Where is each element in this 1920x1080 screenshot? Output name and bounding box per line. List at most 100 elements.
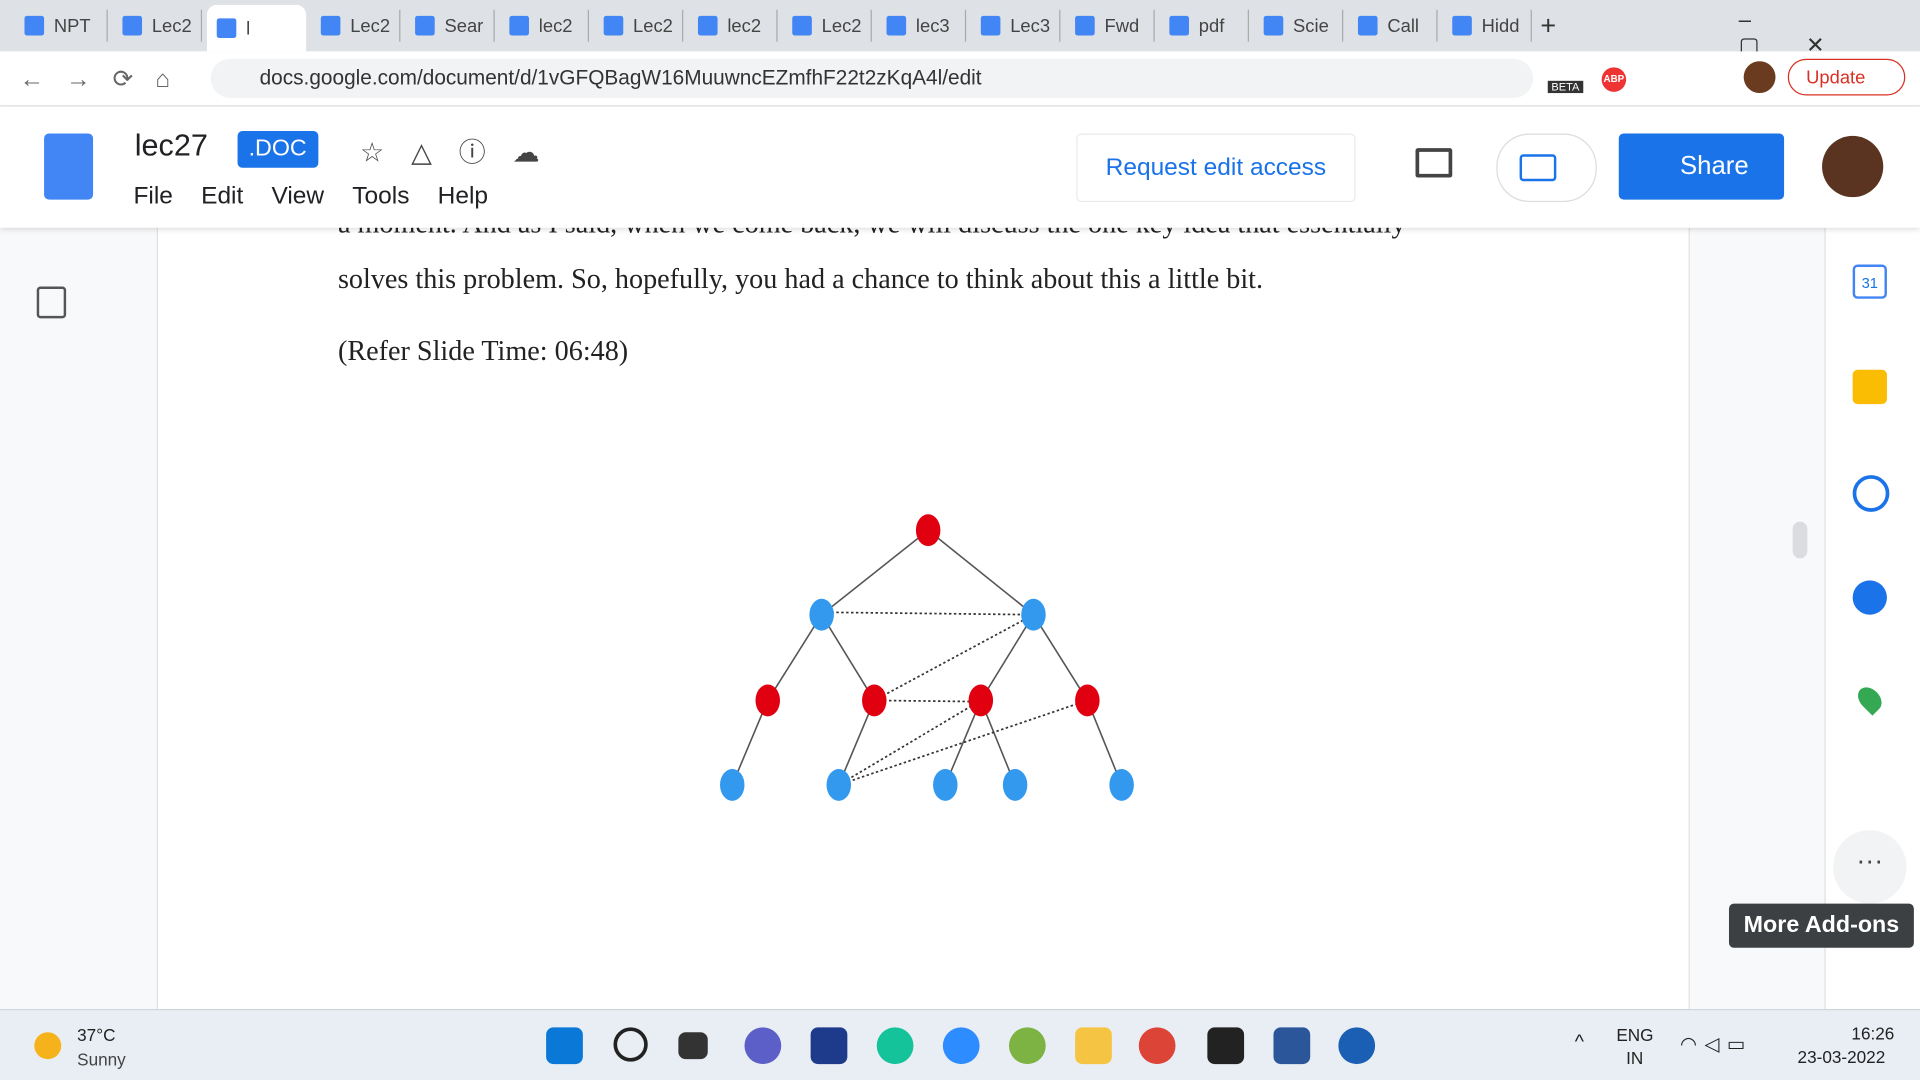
slide-reference: (Refer Slide Time: 06:48) xyxy=(337,335,629,367)
sticky-notes-icon[interactable] xyxy=(1207,1027,1245,1065)
tab-icon xyxy=(1075,15,1095,36)
tab-icon xyxy=(415,15,435,36)
menu-item[interactable]: Tools xyxy=(352,182,410,210)
tab[interactable]: lec2 xyxy=(688,9,778,42)
tab-icon xyxy=(320,15,341,36)
app-icon[interactable] xyxy=(1008,1027,1046,1065)
tab-title: Call xyxy=(1387,15,1419,37)
teams-icon[interactable] xyxy=(744,1027,782,1065)
start-button[interactable] xyxy=(546,1027,583,1065)
grammarly-icon[interactable] xyxy=(876,1027,914,1065)
tab-icon xyxy=(122,15,143,36)
explorer-icon[interactable] xyxy=(1075,1027,1112,1065)
tasks-icon[interactable] xyxy=(1852,475,1890,512)
store-icon[interactable] xyxy=(810,1027,848,1065)
region[interactable]: IN xyxy=(1626,1048,1644,1068)
tab-title: lec2 xyxy=(727,15,762,37)
tab[interactable]: Lec2 xyxy=(113,9,203,42)
tab[interactable]: Call xyxy=(1348,9,1438,42)
tab-icon xyxy=(792,15,812,36)
tab-title: Lec2 xyxy=(151,15,192,37)
doc-canvas: a moment. And as I said, when we come ba… xyxy=(0,208,1825,1009)
more-addons-button[interactable]: ··· xyxy=(1833,830,1907,904)
zoom-icon[interactable] xyxy=(942,1027,980,1065)
tab-icon xyxy=(886,15,907,36)
menu-item[interactable]: Help xyxy=(437,182,489,210)
keep-icon[interactable] xyxy=(1852,369,1887,405)
word-icon[interactable] xyxy=(1273,1027,1311,1065)
request-edit-button[interactable]: Request edit access xyxy=(1076,133,1356,203)
nav-buttons[interactable]: ←→⟳⌂ xyxy=(19,66,193,94)
tab-title: Hidd xyxy=(1481,15,1520,37)
doc-badge: .DOC xyxy=(237,131,318,168)
date[interactable]: 23-03-2022 xyxy=(1797,1046,1886,1067)
tab-icon xyxy=(697,15,718,36)
chrome-icon[interactable] xyxy=(1138,1027,1176,1065)
comments-icon[interactable] xyxy=(1415,148,1453,178)
share-button[interactable]: Share xyxy=(1618,133,1785,200)
update-button[interactable]: Update xyxy=(1787,58,1906,96)
tab-title: pdf xyxy=(1198,15,1225,37)
tab-bar: NPT Lec2 l Lec2 Sear lec2 Lec2 lec2 Lec2 lec3 Lec3… xyxy=(0,0,1920,52)
tab[interactable]: Sear xyxy=(405,9,495,42)
tab-title: Fwd xyxy=(1104,15,1140,37)
tray-arrow[interactable]: ^ xyxy=(1574,1032,1584,1054)
tab[interactable]: Lec2 xyxy=(594,9,684,42)
paragraph: solves this problem. So, hopefully, you … xyxy=(337,263,1264,294)
tab[interactable]: NPT xyxy=(15,9,108,42)
beta-badge: BETA xyxy=(1547,80,1584,94)
calendar-icon[interactable]: 31 xyxy=(1852,264,1887,299)
outline-icon[interactable] xyxy=(36,286,67,319)
task-view[interactable] xyxy=(678,1032,708,1060)
maps-icon[interactable] xyxy=(1853,682,1887,716)
abp-icon[interactable]: ABP xyxy=(1601,67,1627,92)
scrollbar[interactable] xyxy=(1792,521,1808,559)
tab-title: Lec2 xyxy=(633,15,673,37)
present-button[interactable] xyxy=(1496,133,1597,203)
side-panel: 31 ··· xyxy=(1824,227,1920,1009)
menu-item[interactable]: View xyxy=(271,182,325,210)
time[interactable]: 16:26 xyxy=(1851,1023,1895,1044)
tab[interactable]: Lec3 xyxy=(971,9,1061,42)
menu-item[interactable]: File xyxy=(133,182,173,210)
tab-icon xyxy=(509,15,529,36)
weather: Sunny xyxy=(77,1049,126,1069)
tab[interactable]: Scie xyxy=(1254,9,1344,42)
tab-title: Scie xyxy=(1293,15,1329,37)
new-tab[interactable]: + xyxy=(1540,9,1557,41)
menu-bar: File Edit View Tools Help xyxy=(133,182,488,210)
tab[interactable]: l xyxy=(206,4,307,52)
tab[interactable]: Lec2 xyxy=(311,9,401,42)
avatar[interactable] xyxy=(1743,61,1776,94)
tab[interactable]: pdf xyxy=(1160,9,1249,42)
tab-title: Lec2 xyxy=(821,15,862,37)
tab-title: lec3 xyxy=(915,15,950,37)
tab[interactable]: Hidd xyxy=(1442,9,1532,42)
contacts-icon[interactable] xyxy=(1852,580,1887,615)
weather-icon xyxy=(34,1032,62,1060)
menu-item[interactable]: Edit xyxy=(201,182,244,210)
tab-icon xyxy=(603,15,624,36)
url[interactable]: docs.google.com/document/d/1vGFQBagW16Mu… xyxy=(210,58,1534,98)
user-avatar[interactable] xyxy=(1822,135,1884,198)
tree-diagram xyxy=(720,514,1134,801)
tray-icons[interactable]: ◠◁▭ xyxy=(1680,1034,1753,1056)
tab[interactable]: lec2 xyxy=(500,9,589,42)
tab-title: Sear xyxy=(444,15,484,37)
tab-icon xyxy=(1452,15,1472,36)
tooltip: More Add-ons xyxy=(1728,903,1914,948)
language[interactable]: ENG xyxy=(1616,1024,1654,1045)
tab[interactable]: Lec2 xyxy=(782,9,872,42)
title-icons[interactable]: ☆△ⓘ☁ xyxy=(360,137,567,168)
tab-icon xyxy=(980,15,1001,36)
tab[interactable]: lec3 xyxy=(877,9,967,42)
tab[interactable]: Fwd xyxy=(1065,9,1155,42)
doc-title[interactable]: lec27 xyxy=(134,128,208,163)
tab-title: lec2 xyxy=(538,15,573,37)
math-icon[interactable] xyxy=(1338,1027,1376,1065)
search-button[interactable] xyxy=(613,1027,648,1062)
taskbar: 37°C Sunny ^ ENG IN ◠◁▭ 16:26 23-03-2022 xyxy=(0,1008,1920,1080)
tab-title: l xyxy=(246,17,251,39)
